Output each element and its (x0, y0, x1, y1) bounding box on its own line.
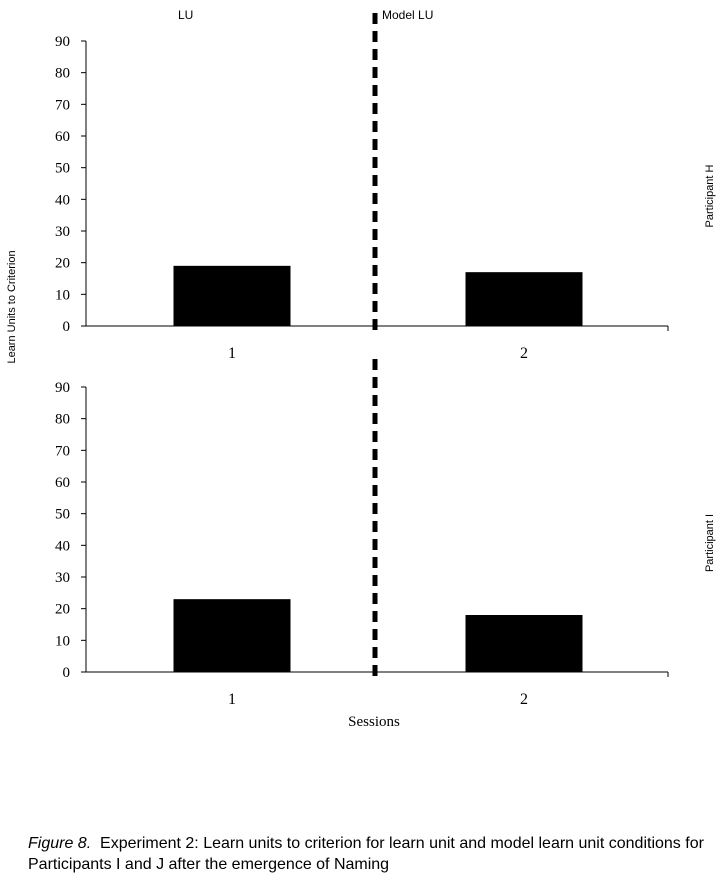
y-tick-label: 0 (63, 319, 71, 335)
y-tick-label: 60 (55, 129, 70, 145)
panel-label: Participant I (704, 514, 716, 572)
y-tick-label: 90 (55, 380, 70, 396)
bar (173, 265, 291, 326)
y-tick-label: 90 (55, 34, 70, 50)
figure-caption: Figure 8. Experiment 2: Learn units to c… (28, 833, 718, 875)
bar (465, 272, 583, 326)
y-tick-label: 30 (55, 224, 70, 240)
bar (465, 615, 583, 672)
chart-panel-participant-h: Participant H 0 10 20 30 40 50 60 70 80 90 1 2 (55, 13, 716, 362)
y-tick-label: 40 (55, 538, 70, 554)
y-tick-label: 70 (55, 97, 70, 113)
y-tick-label: 20 (55, 256, 70, 272)
y-tick-label: 40 (55, 192, 70, 208)
y-tick-label: 0 (63, 665, 71, 681)
y-tick-label: 50 (55, 161, 70, 177)
y-tick-label: 70 (55, 443, 70, 459)
category-label: 1 (228, 345, 236, 362)
y-tick-label: 20 (55, 602, 70, 618)
y-tick-label: 50 (55, 507, 70, 523)
caption-figure-label: Figure 8. (28, 835, 92, 852)
phase-label-model-lu: Model LU (382, 8, 433, 22)
chart-panel-participant-i: Participant I 0 10 20 30 40 50 60 70 80 90 1 2 (55, 359, 716, 708)
y-tick-label: 10 (55, 287, 70, 303)
y-axis-label: Learn Units to Criterion (6, 250, 18, 363)
bar (173, 599, 291, 672)
category-label: 2 (520, 345, 528, 362)
y-tick-label: 30 (55, 570, 70, 586)
y-tick-label: 80 (55, 412, 70, 428)
category-label: 2 (520, 691, 528, 708)
category-label: 1 (228, 691, 236, 708)
y-tick-label: 10 (55, 633, 70, 649)
x-axis-label: Sessions (348, 714, 400, 730)
y-tick-label: 60 (55, 475, 70, 491)
panel-label: Participant H (704, 164, 716, 227)
caption-text: Experiment 2: Learn units to criterion f… (28, 835, 704, 873)
phase-label-lu: LU (178, 8, 193, 22)
y-tick-label: 80 (55, 66, 70, 82)
